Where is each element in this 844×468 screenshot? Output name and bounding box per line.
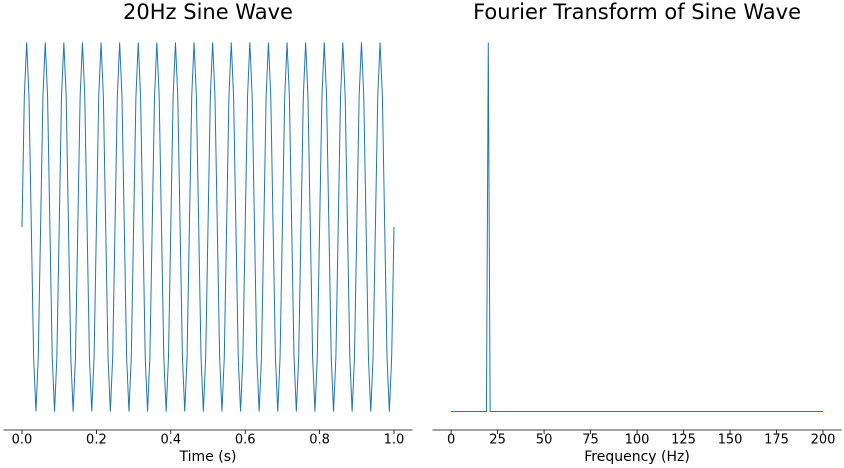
chart-title: 20Hz Sine Wave [123,0,293,24]
x-tick-label: 0.6 [235,433,256,448]
line-series [451,42,823,413]
x-tick-label: 0.2 [86,433,107,448]
x-tick-label: 100 [625,433,650,448]
line-series [21,42,395,412]
x-tick-label: 75 [582,433,599,448]
x-tick-label: 0.4 [160,433,181,448]
x-axis-label: Time (s) [179,449,237,465]
x-tick-label: 200 [811,433,836,448]
x-tick-label: 1.0 [384,433,405,448]
chart-title: Fourier Transform of Sine Wave [473,0,801,24]
x-tick-label: 0 [447,433,455,448]
x-tick-label: 125 [671,433,696,448]
x-tick-label: 150 [718,433,743,448]
x-axis-label: Frequency (Hz) [584,449,690,465]
x-tick-label: 0.8 [309,433,330,448]
x-tick-label: 0.0 [12,433,33,448]
x-tick-label: 50 [536,433,553,448]
x-tick-label: 175 [764,433,789,448]
x-tick-label: 25 [489,433,506,448]
